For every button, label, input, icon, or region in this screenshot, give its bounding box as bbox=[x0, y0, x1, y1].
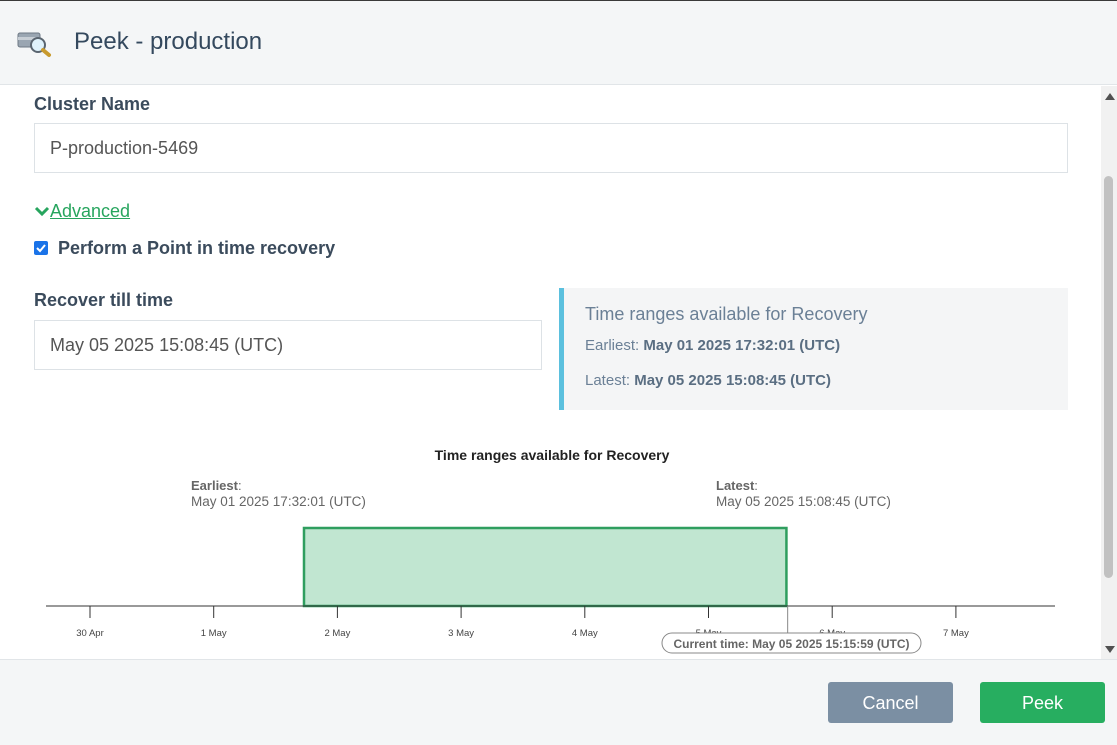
advanced-toggle[interactable]: Advanced bbox=[34, 201, 130, 222]
info-latest: Latest: May 05 2025 15:08:45 (UTC) bbox=[585, 372, 831, 389]
info-earliest: Earliest: May 01 2025 17:32:01 (UTC) bbox=[585, 337, 840, 354]
tick-label: 4 May bbox=[572, 628, 598, 639]
recover-till-input[interactable]: May 05 2025 15:08:45 (UTC) bbox=[34, 320, 542, 370]
check-icon bbox=[36, 244, 46, 253]
scroll-thumb[interactable] bbox=[1104, 176, 1113, 578]
scroll-down-arrow-icon[interactable] bbox=[1105, 646, 1115, 653]
chart-title: Time ranges available for Recovery bbox=[435, 447, 670, 463]
chevron-down-icon bbox=[34, 206, 50, 217]
recovery-timeline-chart: Time ranges available for Recovery Earli… bbox=[46, 447, 1055, 654]
info-earliest-prefix: Earliest: bbox=[585, 337, 640, 354]
chart-earliest-heading: Earliest: bbox=[191, 478, 242, 493]
pitr-option[interactable]: Perform a Point in time recovery bbox=[34, 238, 335, 259]
dialog-title: Peek - production bbox=[74, 28, 263, 55]
tick-label: 7 May bbox=[943, 628, 969, 639]
vertical-scrollbar[interactable] bbox=[1101, 86, 1117, 659]
chart-latest-label: Latest bbox=[716, 478, 755, 493]
chart-latest-heading: Latest: bbox=[716, 478, 758, 493]
tick-label: 1 May bbox=[201, 628, 227, 639]
database-search-icon bbox=[17, 32, 51, 57]
scroll-up-arrow-icon[interactable] bbox=[1105, 93, 1115, 100]
tick-label: 2 May bbox=[324, 628, 350, 639]
cluster-name-input[interactable]: P-production-5469 bbox=[34, 123, 1068, 173]
dialog-footer: Cancel Peek bbox=[0, 659, 1117, 745]
dialog-body: Cluster Name P-production-5469 Advanced … bbox=[0, 86, 1117, 659]
dialog-header: Peek - production bbox=[0, 0, 1117, 85]
recover-till-label: Recover till time bbox=[34, 290, 174, 310]
current-time-badge bbox=[661, 632, 922, 654]
cancel-button[interactable]: Cancel bbox=[828, 682, 953, 723]
current-time-label: Current time: May 05 2025 15:15:59 (UTC) bbox=[673, 637, 909, 651]
info-earliest-value: May 01 2025 17:32:01 (UTC) bbox=[643, 337, 841, 354]
recovery-range-bar bbox=[302, 526, 788, 608]
info-latest-value: May 05 2025 15:08:45 (UTC) bbox=[634, 372, 831, 389]
info-title: Time ranges available for Recovery bbox=[585, 304, 868, 324]
peek-button[interactable]: Peek bbox=[980, 682, 1105, 723]
recovery-info-box: Time ranges available for Recovery Earli… bbox=[559, 288, 1068, 410]
info-latest-prefix: Latest: bbox=[585, 372, 631, 389]
pitr-checkbox[interactable] bbox=[34, 241, 48, 255]
cluster-name-label: Cluster Name bbox=[34, 94, 151, 114]
chart-earliest-value: May 01 2025 17:32:01 (UTC) bbox=[191, 494, 366, 509]
chart-earliest-label: Earliest bbox=[191, 478, 239, 493]
advanced-label: Advanced bbox=[50, 201, 131, 221]
tick-label: 3 May bbox=[448, 628, 474, 639]
pitr-label: Perform a Point in time recovery bbox=[58, 238, 336, 258]
tick-label: 30 Apr bbox=[76, 628, 103, 639]
chart-latest-value: May 05 2025 15:08:45 (UTC) bbox=[716, 494, 891, 509]
